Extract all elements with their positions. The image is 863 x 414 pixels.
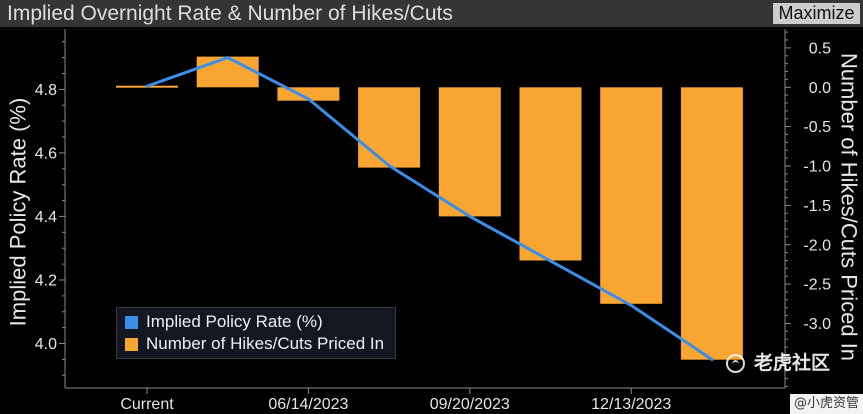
hikes-cuts-bar-7	[680, 87, 743, 360]
chart-legend: Implied Policy Rate (%) Number of Hikes/…	[116, 307, 396, 359]
x-axis-tick-label: 09/20/2023	[430, 396, 510, 413]
implied-rate-point-4	[468, 214, 472, 218]
right-axis-tick-label: -1.5	[803, 198, 831, 215]
implied-rate-point-7	[710, 357, 714, 361]
legend-item-hikes-cuts[interactable]: Number of Hikes/Cuts Priced In	[125, 334, 390, 354]
maximize-button[interactable]: Maximize	[773, 3, 860, 24]
right-axis-tick-label: -2.5	[803, 277, 831, 294]
x-axis-ticks: Current 06/14/2023 09/20/2023 12/13/2023	[120, 388, 671, 413]
right-axis-tick-label: 0.0	[809, 80, 831, 97]
hikes-cuts-bar-6	[600, 87, 663, 304]
right-axis-tick-label: -3.0	[803, 316, 831, 333]
chart-header-bar: Implied Overnight Rate & Number of Hikes…	[0, 0, 863, 27]
right-axis-tick-label: -0.5	[803, 119, 831, 136]
chart-title: Implied Overnight Rate & Number of Hikes…	[7, 2, 453, 25]
right-axis-tick-label: -2.0	[803, 237, 831, 254]
right-axis-tick-label: -1.0	[803, 159, 831, 176]
right-axis-ticks: 0.5 0.0 -0.5 -1.0 -1.5 -2.0 -2.5 -3.0	[785, 31, 831, 387]
implied-rate-point-1	[226, 56, 230, 60]
hikes-cuts-bar-3	[358, 87, 421, 168]
legend-swatch-hikes-cuts	[125, 338, 138, 351]
tiger-logo-icon	[726, 354, 745, 373]
left-axis-tick-label: 4.8	[35, 82, 57, 99]
implied-rate-line	[145, 56, 714, 361]
implied-rate-point-6	[629, 303, 633, 307]
hikes-cuts-bar-4	[438, 87, 501, 217]
implied-rate-point-0	[145, 84, 149, 88]
left-axis-tick-label: 4.4	[35, 209, 57, 226]
implied-rate-point-5	[549, 259, 552, 263]
hikes-cuts-bar-5	[519, 87, 582, 261]
left-axis-tick-label: 4.0	[35, 336, 57, 353]
left-axis-ticks: 4.0 4.2 4.4 4.6 4.8	[35, 41, 65, 376]
implied-rate-line-series	[145, 56, 714, 361]
implied-rate-point-2	[306, 97, 310, 101]
left-axis-tick-label: 4.2	[35, 273, 57, 290]
x-axis-tick-label: Current	[120, 396, 174, 413]
x-axis-tick-label: 12/13/2023	[591, 396, 671, 413]
watermark: 老虎社区	[726, 351, 838, 375]
watermark-brand: 老虎社区	[754, 352, 831, 374]
hikes-cuts-bar-1	[196, 56, 259, 88]
watermark-handle: @小虎资管	[790, 394, 863, 414]
implied-rate-point-3	[387, 164, 391, 168]
legend-label: Implied Policy Rate (%)	[146, 312, 323, 331]
right-axis-tick-label: 0.5	[809, 41, 831, 58]
legend-swatch-implied-policy-rate	[125, 316, 138, 329]
left-axis-tick-label: 4.6	[35, 146, 57, 163]
legend-item-implied-policy-rate[interactable]: Implied Policy Rate (%)	[125, 312, 390, 332]
hikes-cuts-bar-series	[116, 56, 743, 360]
right-axis-title: Number of Hikes/Cuts Priced In	[836, 53, 861, 361]
x-axis-tick-label: 06/14/2023	[268, 396, 348, 413]
legend-label: Number of Hikes/Cuts Priced In	[146, 334, 385, 353]
left-axis-title: Implied Policy Rate (%)	[6, 98, 31, 327]
